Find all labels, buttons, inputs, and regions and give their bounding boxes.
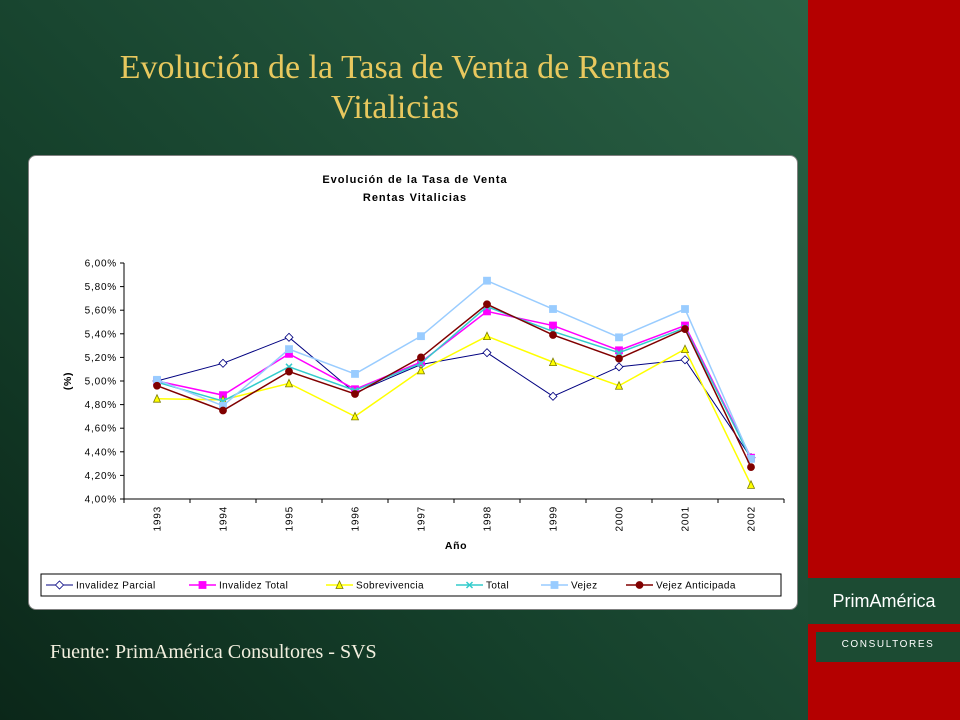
data-point-vejez xyxy=(483,276,491,285)
legend-label: Invalidez Total xyxy=(219,581,288,592)
legend-item-invalidez-total: Invalidez Total xyxy=(189,581,288,592)
x-axis-title: Año xyxy=(445,540,467,552)
data-point-invalidez-parcial xyxy=(680,355,690,365)
y-tick-label: 5,60% xyxy=(85,306,117,317)
data-point-sobrevivencia xyxy=(746,479,756,489)
data-point-sobrevivencia xyxy=(548,357,558,367)
y-tick-label: 4,20% xyxy=(85,471,117,482)
data-point-sobrevivencia xyxy=(680,344,690,354)
legend-marker-vejez xyxy=(550,581,559,589)
data-point-vejez-anticipada xyxy=(615,354,623,363)
x-tick-label: 1995 xyxy=(285,506,296,531)
chart-title: Evolución de la Tasa de Venta xyxy=(322,174,507,186)
legend-marker-invalidez-parcial xyxy=(54,580,65,590)
data-point-vejez xyxy=(285,345,293,354)
x-tick-label: 2001 xyxy=(681,506,692,531)
series-line-vejez-anticipada xyxy=(156,303,752,468)
y-tick-label: 4,80% xyxy=(85,400,117,411)
data-point-vejez-anticipada xyxy=(747,463,755,472)
data-point-invalidez-parcial xyxy=(614,362,624,372)
x-tick-label: 1996 xyxy=(351,506,362,531)
legend-item-vejez: Vejez xyxy=(541,581,597,592)
legend-label: Sobrevivencia xyxy=(356,581,424,592)
legend-marker-total xyxy=(465,581,474,589)
legend-item-invalidez-parcial: Invalidez Parcial xyxy=(46,580,156,592)
chart-panel: Evolución de la Tasa de Venta Rentas Vit… xyxy=(28,155,798,610)
y-tick-label: 4,00% xyxy=(85,495,117,506)
series-line-invalidez-parcial xyxy=(156,336,752,458)
legend-box xyxy=(40,573,782,597)
data-point-vejez xyxy=(549,305,557,313)
data-point-invalidez-total xyxy=(615,346,623,355)
legend-item-vejez-anticipada: Vejez Anticipada xyxy=(626,581,736,592)
y-axis-title: (%) xyxy=(62,372,74,390)
series-line-vejez xyxy=(156,279,752,460)
x-tick-label: 1993 xyxy=(153,506,164,531)
slide-title: Evolución de la Tasa de Venta de Rentas … xyxy=(119,49,671,126)
data-point-vejez-anticipada xyxy=(417,353,425,362)
legend-marker-invalidez-total xyxy=(198,581,207,589)
source-note: Fuente: PrimAmérica Consultores - SVS xyxy=(50,641,377,663)
data-point-vejez xyxy=(615,333,623,342)
data-point-sobrevivencia xyxy=(284,378,294,388)
data-point-invalidez-parcial xyxy=(284,332,294,342)
legend-label: Vejez xyxy=(571,581,597,592)
x-tick-label: 2000 xyxy=(615,506,626,531)
legend-item-total: Total xyxy=(456,581,509,592)
line-chart: Evolución de la Tasa de Venta Rentas Vit… xyxy=(40,174,785,597)
legend: Invalidez Parcial Invalidez Total Sobreviv… xyxy=(40,573,782,597)
data-point-vejez xyxy=(351,370,359,378)
data-point-vejez-anticipada xyxy=(351,390,359,398)
y-tick-label: 5,20% xyxy=(85,353,117,364)
data-point-vejez-anticipada xyxy=(681,325,689,333)
series-vejez xyxy=(153,276,755,463)
data-point-sobrevivencia xyxy=(152,393,162,403)
series-line-invalidez-total xyxy=(156,310,752,459)
y-tick-label: 5,40% xyxy=(85,329,117,340)
data-point-vejez xyxy=(681,305,689,313)
plot-series xyxy=(152,276,756,489)
data-point-vejez-anticipada xyxy=(219,406,227,415)
x-tick-label: 1998 xyxy=(483,506,494,531)
data-point-invalidez-parcial xyxy=(548,391,558,401)
y-tick-label: 5,00% xyxy=(85,377,117,388)
legend-label: Vejez Anticipada xyxy=(656,581,736,592)
data-point-total xyxy=(417,359,425,367)
axes: 4,00% 4,20% 4,40% 4,60% 4,80% 5,00% 5,20% 5,40%… xyxy=(85,259,785,531)
data-point-invalidez-total xyxy=(549,321,557,330)
y-tick-label: 5,80% xyxy=(85,282,117,293)
data-point-vejez xyxy=(417,332,425,341)
brand-tagline: CONSULTORES xyxy=(816,632,960,662)
data-point-invalidez-parcial xyxy=(482,348,492,358)
x-tick-label: 1999 xyxy=(549,506,560,531)
chart-subtitle: Rentas Vitalicias xyxy=(363,192,467,204)
data-point-total xyxy=(615,349,623,357)
x-tick-label: 1994 xyxy=(219,506,230,531)
data-point-sobrevivencia xyxy=(482,331,492,341)
legend-marker-sobrevivencia xyxy=(335,580,344,589)
legend-label: Total xyxy=(486,581,509,592)
x-tick-label: 2002 xyxy=(747,506,758,531)
y-tick-label: 4,60% xyxy=(85,424,117,435)
series-vejez-anticipada xyxy=(153,300,755,472)
data-point-vejez-anticipada xyxy=(285,367,293,376)
series-line-total xyxy=(156,305,752,460)
data-point-sobrevivencia xyxy=(416,365,426,375)
brand-logo-name: PrimAmérica xyxy=(808,578,960,624)
legend-label: Invalidez Parcial xyxy=(76,581,156,592)
data-point-invalidez-parcial xyxy=(218,358,228,368)
data-point-sobrevivencia xyxy=(614,380,624,390)
y-tick-label: 6,00% xyxy=(85,259,117,270)
legend-marker-vejez-anticipada xyxy=(635,581,644,589)
data-point-vejez-anticipada xyxy=(549,331,557,339)
y-tick-label: 4,40% xyxy=(85,447,117,458)
data-point-vejez-anticipada xyxy=(153,381,161,390)
data-point-vejez-anticipada xyxy=(483,300,491,309)
x-tick-label: 1997 xyxy=(417,506,428,531)
legend-item-sobrevivencia: Sobrevivencia xyxy=(326,580,424,592)
data-point-sobrevivencia xyxy=(350,411,360,421)
